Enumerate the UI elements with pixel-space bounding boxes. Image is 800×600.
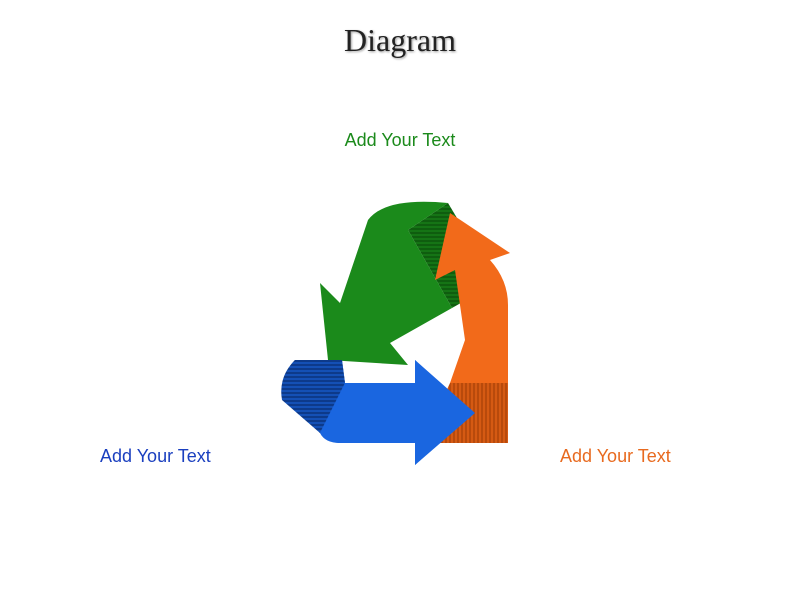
slide-title: Diagram: [0, 22, 800, 59]
cycle-arrow-diagram: [250, 165, 550, 465]
arrow-label-left: Add Your Text: [100, 446, 211, 467]
arrow-label-top: Add Your Text: [345, 130, 456, 151]
arrow-label-right: Add Your Text: [560, 446, 671, 467]
